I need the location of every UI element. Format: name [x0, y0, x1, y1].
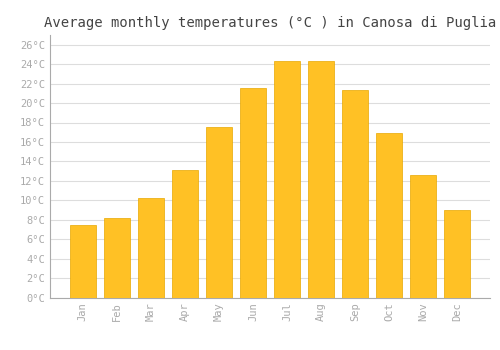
- Bar: [172, 170, 198, 298]
- Title: Average monthly temperatures (°C ) in Canosa di Puglia: Average monthly temperatures (°C ) in Ca…: [44, 16, 496, 30]
- Bar: [240, 89, 266, 298]
- Bar: [206, 127, 232, 298]
- Bar: [138, 198, 164, 298]
- Bar: [308, 61, 334, 298]
- Bar: [70, 225, 96, 298]
- Bar: [444, 210, 470, 298]
- Bar: [410, 175, 436, 298]
- Bar: [342, 90, 368, 298]
- Bar: [376, 133, 402, 298]
- Bar: [274, 61, 300, 298]
- Bar: [104, 218, 130, 298]
